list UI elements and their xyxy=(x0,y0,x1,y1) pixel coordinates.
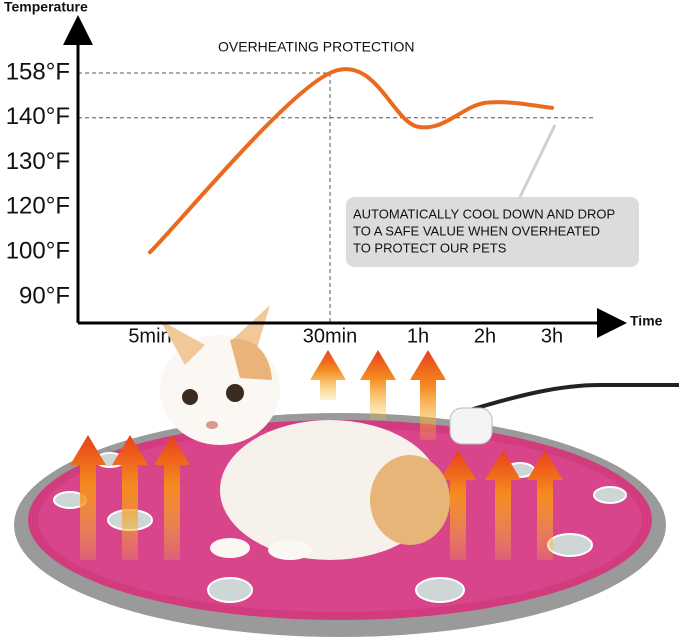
series-line xyxy=(148,67,554,255)
y-tick-label: 120°F xyxy=(6,193,70,220)
kitten-illustration xyxy=(160,305,450,560)
annotation-title: OVERHEATING PROTECTION xyxy=(218,39,415,55)
y-tick-label: 158°F xyxy=(6,58,70,85)
x-tick-label: 1h xyxy=(407,325,429,347)
heat-arrows xyxy=(70,350,563,560)
x-axis-label: Time xyxy=(630,313,663,329)
annotation-text: AUTOMATICALLY COOL DOWN AND DROP xyxy=(353,206,615,221)
y-tick-label: 130°F xyxy=(6,148,70,175)
y-tick-label: 90°F xyxy=(19,282,70,309)
annotation-box xyxy=(346,197,639,267)
x-tick-label: 3h xyxy=(541,325,563,347)
annotation-text: TO A SAFE VALUE WHEN OVERHEATED xyxy=(353,223,600,238)
x-tick-label: 5min xyxy=(128,325,171,347)
annotation-pointer xyxy=(518,124,557,198)
y-tick-label: 140°F xyxy=(6,103,70,130)
y-tick-label: 100°F xyxy=(6,238,70,265)
x-tick-label: 2h xyxy=(474,325,496,347)
y-axis-label: Temperature xyxy=(4,0,88,15)
annotation-text: TO PROTECT OUR PETS xyxy=(353,240,507,255)
x-tick-label: 30min xyxy=(303,325,357,347)
